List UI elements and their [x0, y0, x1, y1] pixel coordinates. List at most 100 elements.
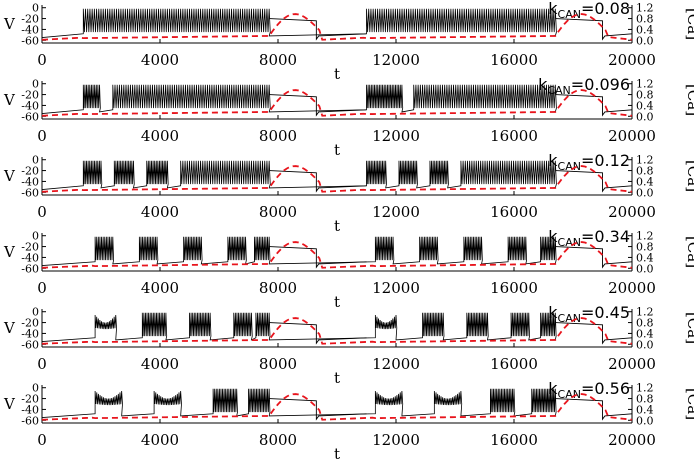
panel-label: kCAN=0.096: [538, 75, 630, 97]
x-tick-label: 16000: [490, 431, 538, 449]
voltage-plateau: [555, 322, 633, 345]
left-tick-label: -20: [21, 393, 39, 406]
voltage-plateau: [269, 398, 367, 421]
voltage-plateau: [269, 18, 367, 41]
x-axis-label: t: [334, 445, 340, 463]
left-tick-label: -40: [21, 23, 39, 36]
voltage-plateau: [555, 170, 633, 193]
left-tick-label: 0: [32, 230, 39, 243]
x-tick-label: 16000: [490, 279, 538, 297]
voltage-plateau: [555, 18, 633, 41]
x-tick-label: 8000: [259, 431, 297, 449]
left-tick-label: -60: [21, 262, 39, 275]
right-tick-label: 1.2: [636, 2, 654, 15]
x-tick-label: 4000: [141, 279, 179, 297]
y-axis-label-left: V: [3, 319, 16, 337]
x-tick-label: 8000: [259, 127, 297, 145]
voltage-trace: [41, 84, 557, 114]
x-tick-label: 0: [37, 279, 47, 297]
y-axis-label-left: V: [3, 91, 16, 109]
right-tick-label: 0.0: [636, 262, 654, 275]
x-tick-label: 0: [37, 355, 47, 373]
right-tick-label: 1.2: [636, 306, 654, 319]
x-tick-label: 12000: [372, 279, 420, 297]
right-tick-label: 0.4: [636, 403, 654, 416]
x-tick-label: 8000: [259, 203, 297, 221]
left-tick-label: -60: [21, 34, 39, 47]
x-tick-label: 20000: [608, 355, 656, 373]
voltage-plateau: [555, 398, 633, 421]
x-tick-label: 4000: [141, 203, 179, 221]
left-tick-label: -60: [21, 414, 39, 427]
left-tick-label: -60: [21, 338, 39, 351]
x-tick-label: 4000: [141, 51, 179, 69]
x-axis-label: t: [334, 141, 340, 159]
right-tick-label: 1.2: [636, 154, 654, 167]
y-axis-label-right: [Ca]: [684, 84, 694, 116]
right-tick-label: 0.4: [636, 327, 654, 340]
x-tick-label: 16000: [490, 127, 538, 145]
panel-label: kCAN=0.45: [548, 303, 630, 325]
panel-label: kCAN=0.12: [548, 151, 630, 173]
x-axis-label: t: [334, 65, 340, 83]
voltage-plateau: [269, 246, 367, 269]
x-tick-label: 20000: [608, 51, 656, 69]
right-tick-label: 0.8: [636, 317, 654, 330]
right-tick-label: 1.2: [636, 382, 654, 395]
right-tick-label: 1.2: [636, 230, 654, 243]
left-tick-label: 0: [32, 78, 39, 91]
panel-label: kCAN=0.34: [548, 227, 630, 249]
x-tick-label: 12000: [372, 203, 420, 221]
y-axis-label-right: [Ca]: [684, 312, 694, 344]
right-tick-label: 0.4: [636, 251, 654, 264]
y-axis-label-right: [Ca]: [684, 388, 694, 420]
right-tick-label: 0.8: [636, 393, 654, 406]
left-tick-label: -60: [21, 110, 39, 123]
x-tick-label: 16000: [490, 355, 538, 373]
left-tick-label: -40: [21, 251, 39, 264]
right-tick-label: 0.8: [636, 241, 654, 254]
voltage-trace: [41, 388, 557, 418]
right-tick-label: 0.0: [636, 414, 654, 427]
left-tick-label: -40: [21, 403, 39, 416]
x-tick-label: 20000: [608, 127, 656, 145]
x-tick-label: 4000: [141, 355, 179, 373]
right-tick-label: 0.8: [636, 89, 654, 102]
y-axis-label-left: V: [3, 15, 16, 33]
voltage-plateau: [555, 246, 633, 269]
left-tick-label: -40: [21, 327, 39, 340]
calcium-trace: [41, 393, 633, 421]
x-tick-label: 12000: [372, 431, 420, 449]
x-tick-label: 8000: [259, 51, 297, 69]
x-tick-label: 8000: [259, 355, 297, 373]
x-tick-label: 0: [37, 51, 47, 69]
right-tick-label: 0.8: [636, 13, 654, 26]
x-axis-label: t: [334, 369, 340, 387]
voltage-plateau: [555, 94, 633, 117]
voltage-trace: [41, 8, 557, 38]
voltage-trace: [41, 236, 557, 266]
left-tick-label: -40: [21, 175, 39, 188]
x-tick-label: 16000: [490, 203, 538, 221]
x-tick-label: 20000: [608, 203, 656, 221]
left-tick-label: -60: [21, 186, 39, 199]
y-axis-label-right: [Ca]: [684, 236, 694, 268]
x-tick-label: 12000: [372, 355, 420, 373]
voltage-plateau: [269, 94, 367, 117]
x-tick-label: 12000: [372, 127, 420, 145]
voltage-trace: [41, 312, 557, 342]
left-tick-label: -20: [21, 89, 39, 102]
x-tick-label: 8000: [259, 279, 297, 297]
right-tick-label: 1.2: [636, 78, 654, 91]
right-tick-label: 0.4: [636, 175, 654, 188]
x-tick-label: 4000: [141, 431, 179, 449]
x-tick-label: 20000: [608, 279, 656, 297]
x-tick-label: 0: [37, 431, 47, 449]
left-tick-label: 0: [32, 382, 39, 395]
